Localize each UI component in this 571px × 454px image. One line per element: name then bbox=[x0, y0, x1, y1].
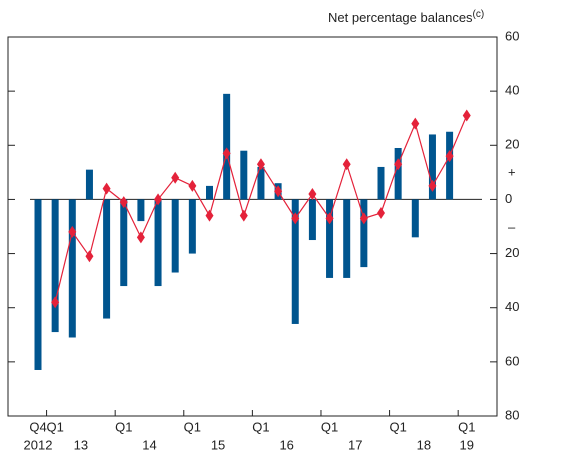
diamond-marker bbox=[291, 212, 300, 225]
year-label: 14 bbox=[142, 437, 156, 452]
bar bbox=[360, 199, 368, 268]
year-label: 15 bbox=[211, 437, 225, 452]
diamond-marker bbox=[222, 147, 231, 160]
bar bbox=[394, 147, 402, 200]
x-tick-label: Q1 bbox=[458, 419, 475, 434]
y-tick-label: 0 bbox=[505, 191, 512, 206]
y-axis-label-note: (c) bbox=[473, 9, 485, 20]
bar bbox=[85, 169, 93, 200]
bar bbox=[326, 199, 334, 278]
y-axis-label-text: Net percentage balances bbox=[328, 10, 473, 25]
year-label: 18 bbox=[417, 437, 431, 452]
bar bbox=[343, 199, 351, 278]
y-tick-label: 20 bbox=[505, 245, 519, 260]
bar bbox=[240, 150, 248, 200]
y-tick-label: 40 bbox=[505, 299, 519, 314]
bar bbox=[68, 199, 76, 338]
diamond-marker bbox=[274, 185, 283, 198]
y-tick-label: 20 bbox=[505, 137, 519, 152]
bar bbox=[223, 93, 231, 200]
y-tick-label: 60 bbox=[505, 353, 519, 368]
bar bbox=[428, 134, 436, 200]
year-label: 16 bbox=[279, 437, 293, 452]
diamond-marker bbox=[325, 212, 334, 225]
year-label: 19 bbox=[460, 437, 474, 452]
diamond-marker bbox=[394, 158, 403, 171]
diamond-marker bbox=[342, 158, 351, 171]
year-label: 17 bbox=[348, 437, 362, 452]
x-tick-label: Q4 bbox=[29, 419, 46, 434]
diamond-marker bbox=[68, 225, 77, 238]
diamond-marker bbox=[359, 212, 368, 225]
bar bbox=[377, 166, 385, 200]
bar bbox=[120, 199, 128, 287]
bar bbox=[103, 199, 111, 319]
year-label: 13 bbox=[74, 437, 88, 452]
y-tick-label: 60 bbox=[505, 28, 519, 43]
diamond-marker bbox=[428, 179, 437, 192]
year-label: 2012 bbox=[24, 437, 53, 452]
diamond-marker bbox=[411, 117, 420, 130]
x-tick-label: Q1 bbox=[389, 419, 406, 434]
positive-sign: + bbox=[508, 164, 516, 179]
diamond-marker bbox=[102, 182, 111, 195]
diamond-marker bbox=[205, 209, 214, 222]
y-tick-label: 80 bbox=[505, 407, 519, 422]
diamond-marker bbox=[85, 250, 94, 263]
diamond-marker bbox=[445, 150, 454, 163]
x-tick-label: Q1 bbox=[46, 419, 63, 434]
diamond-marker bbox=[171, 171, 180, 184]
diamond-marker bbox=[377, 206, 385, 219]
bar bbox=[34, 199, 42, 370]
bar bbox=[206, 185, 213, 200]
bar bbox=[257, 166, 265, 200]
bar bbox=[137, 199, 145, 222]
bar bbox=[291, 199, 299, 324]
x-tick-label: Q1 bbox=[115, 419, 132, 434]
bar bbox=[411, 199, 419, 238]
diamond-marker bbox=[308, 188, 317, 201]
x-tick-label: Q1 bbox=[252, 419, 269, 434]
diamond-marker bbox=[119, 196, 128, 209]
line bbox=[54, 115, 468, 303]
plot-frame bbox=[7, 36, 498, 417]
bar bbox=[308, 199, 316, 241]
diamond-marker bbox=[462, 109, 471, 122]
x-tick-label: Q1 bbox=[184, 419, 201, 434]
diamond-marker bbox=[154, 193, 163, 206]
x-tick-label: Q1 bbox=[321, 419, 338, 434]
diamond-marker bbox=[239, 209, 248, 222]
bar bbox=[154, 199, 162, 287]
bar bbox=[446, 131, 454, 200]
y-tick-label: 40 bbox=[505, 83, 519, 98]
diamond-marker bbox=[136, 231, 145, 244]
bar bbox=[188, 199, 196, 254]
negative-sign: – bbox=[508, 219, 516, 234]
bar bbox=[171, 199, 179, 273]
diamond-marker bbox=[51, 296, 60, 309]
bar bbox=[51, 199, 59, 333]
diamond-marker bbox=[256, 158, 265, 171]
diamond-marker bbox=[188, 179, 197, 192]
y-axis-label: Net percentage balances(c) bbox=[328, 9, 484, 26]
